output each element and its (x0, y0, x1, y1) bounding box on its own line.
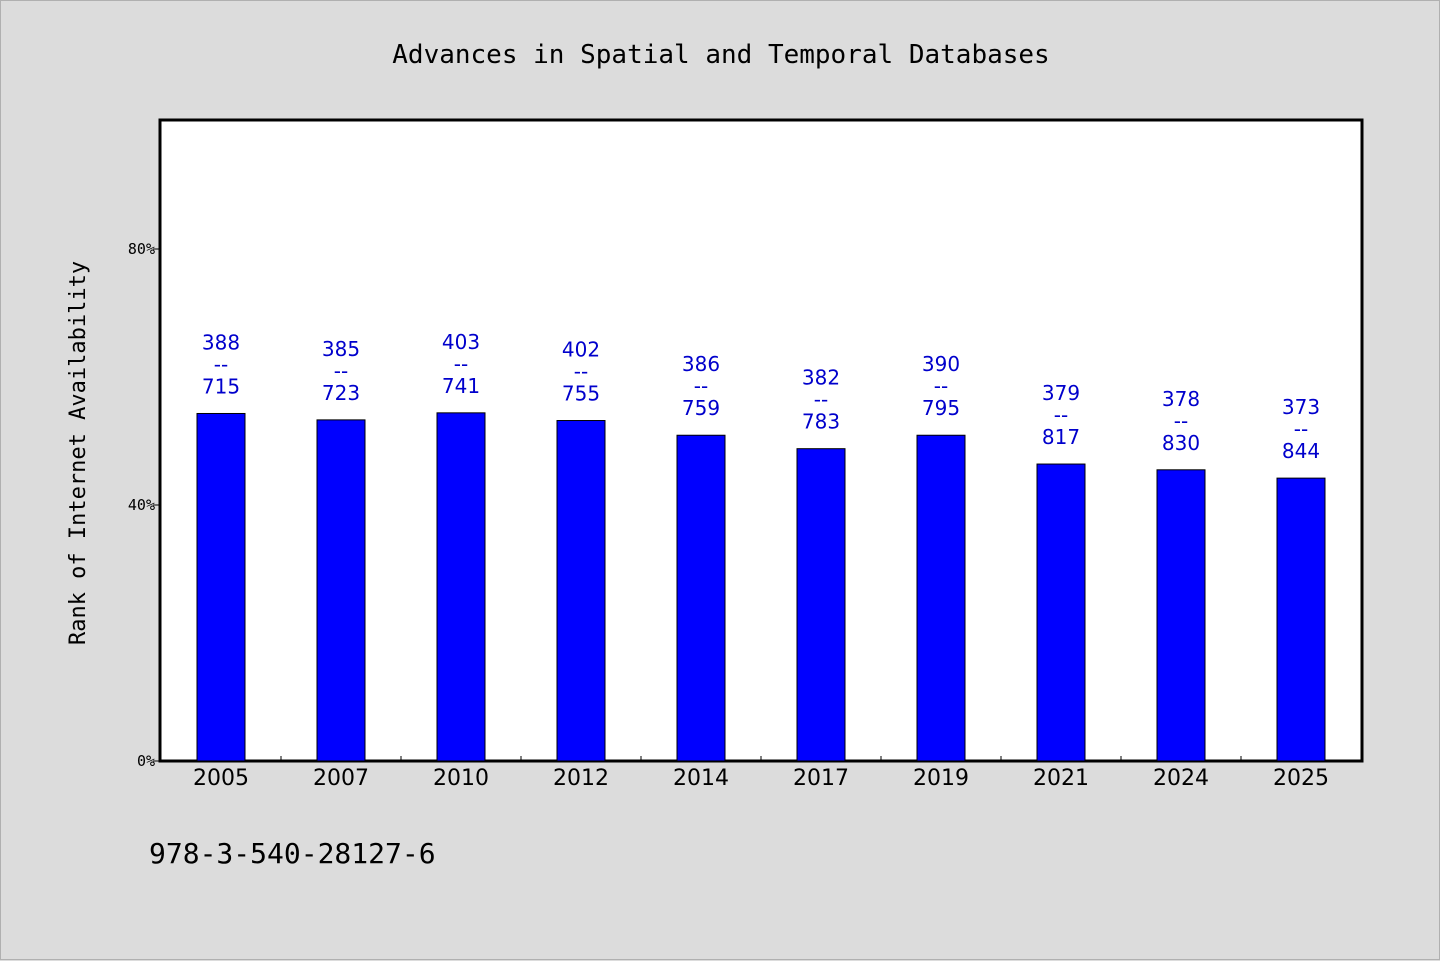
x-tick-label-2025: 2025 (1273, 766, 1329, 791)
bar-2010 (436, 412, 486, 762)
bar-2021 (1036, 463, 1086, 762)
x-tick-label-2017: 2017 (793, 766, 849, 791)
data-label-2019-0: 390 (922, 352, 960, 376)
data-label-2012-1: -- (574, 360, 588, 384)
data-label-2021-1: -- (1054, 403, 1068, 427)
data-label-2017-0: 382 (802, 366, 840, 390)
data-label-2010-2: 741 (442, 374, 480, 398)
chart-title: Advances in Spatial and Temporal Databas… (392, 40, 1049, 70)
data-label-2014-0: 386 (682, 352, 720, 376)
data-label-2007-0: 385 (322, 337, 360, 361)
data-labels-group: 388--715385--723403--741402--755386--759… (202, 330, 1320, 463)
bar-2019 (916, 434, 966, 762)
bars-group (196, 412, 1326, 762)
x-tick-label-2021: 2021 (1033, 766, 1089, 791)
data-label-2005-1: -- (214, 352, 228, 376)
data-label-2014-1: -- (694, 374, 708, 398)
data-label-2024-0: 378 (1162, 387, 1200, 411)
data-label-2014-2: 759 (682, 396, 720, 420)
data-label-2005-0: 388 (202, 330, 240, 354)
data-label-2012-0: 402 (562, 338, 600, 362)
data-label-2025-1: -- (1294, 417, 1308, 441)
data-label-2017-2: 783 (802, 410, 840, 434)
data-label-2010-1: -- (454, 352, 468, 376)
bar-2017 (796, 448, 846, 762)
data-label-2017-1: -- (814, 388, 828, 412)
bar-2012 (556, 420, 606, 762)
bar-2007 (316, 419, 366, 762)
x-tick-label-2024: 2024 (1153, 766, 1209, 791)
x-tick-label-2012: 2012 (553, 766, 609, 791)
y-axis-title: Rank of Internet Availability (66, 261, 91, 645)
data-label-2021-0: 379 (1042, 381, 1080, 405)
x-tick-label-2005: 2005 (193, 766, 249, 791)
data-label-2025-2: 844 (1282, 439, 1320, 463)
y-tick-label-0: 0% (137, 752, 155, 770)
bar-2025 (1276, 477, 1326, 762)
x-tick-label-2007: 2007 (313, 766, 369, 791)
data-label-2025-0: 373 (1282, 395, 1320, 419)
bar-2014 (676, 434, 726, 762)
bar-2024 (1156, 469, 1206, 762)
data-label-2005-2: 715 (202, 374, 240, 398)
data-label-2024-2: 830 (1162, 431, 1200, 455)
data-label-2007-2: 723 (322, 381, 360, 405)
x-axis: 2005 2007 2010 2012 2014 2017 2019 2021 2024 2025 (193, 756, 1329, 791)
isbn-label: 978-3-540-28127-6 (149, 837, 436, 870)
y-axis: 0% 40% 80% (128, 240, 161, 770)
x-tick-label-2010: 2010 (433, 766, 489, 791)
data-label-2019-1: -- (934, 374, 948, 398)
data-label-2007-1: -- (334, 359, 348, 383)
x-tick-label-2014: 2014 (673, 766, 729, 791)
x-tick-label-2019: 2019 (913, 766, 969, 791)
y-tick-label-80: 80% (128, 240, 155, 258)
data-label-2021-2: 817 (1042, 425, 1080, 449)
bar-2005 (196, 412, 246, 762)
data-label-2024-1: -- (1174, 409, 1188, 433)
y-tick-label-40: 40% (128, 496, 155, 514)
data-label-2010-0: 403 (442, 330, 480, 354)
data-label-2019-2: 795 (922, 396, 960, 420)
data-label-2012-2: 755 (562, 382, 600, 406)
